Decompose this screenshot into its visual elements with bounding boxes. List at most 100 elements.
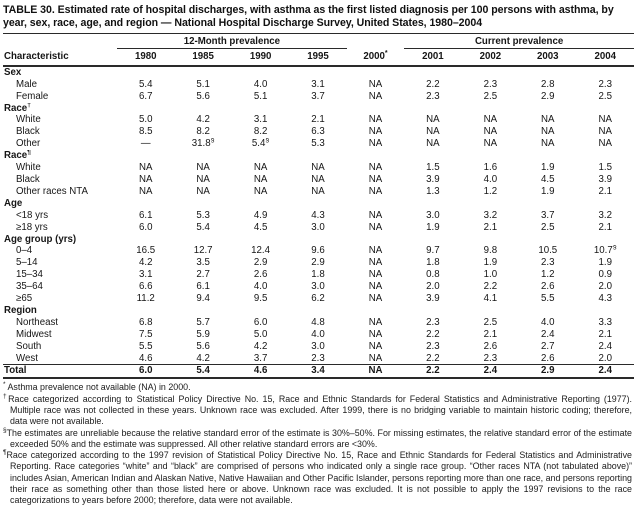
footnote-marker: §: [210, 138, 215, 145]
row-label: 15–34: [16, 269, 43, 281]
footnote-marker: *: [3, 381, 6, 389]
value-cell: 9.5: [253, 293, 268, 305]
discharge-rate-table: 12-Month prevalence Current prevalence C…: [3, 33, 634, 379]
value-cell: 3.0: [311, 281, 325, 293]
value-cell: 2.4: [598, 365, 612, 377]
value-cell: 1.9: [598, 257, 612, 269]
value-cell: NA: [368, 138, 383, 150]
value-cell: 4.0: [253, 78, 268, 90]
row-label: Age: [4, 197, 23, 209]
value-cell: NA: [311, 185, 325, 197]
spanner-12-month-prevalence: 12-Month prevalence: [117, 33, 347, 49]
value-cell: 3.1: [311, 78, 325, 90]
value-cell: NA: [253, 185, 268, 197]
row-label: ≥18 yrs: [16, 221, 48, 233]
year-header: 1990: [249, 50, 272, 62]
year-header: 1980: [134, 50, 157, 62]
value-cell: NA: [253, 173, 268, 185]
value-cell: 3.0: [311, 221, 325, 233]
value-cell: 4.5: [541, 173, 555, 185]
value-cell: 6.1: [138, 209, 153, 221]
value-cell: 2.3: [541, 257, 555, 269]
value-cell: 6.3: [311, 126, 325, 138]
value-cell: NA: [368, 340, 383, 352]
value-cell: 2.2: [426, 352, 440, 364]
value-cell: 5.4: [196, 221, 210, 233]
table-row: Midwest 7.5 5.9 5.0 4.0 NA 2.2 2.1 2.4 2.1: [3, 329, 634, 341]
row-label: Race¶: [4, 150, 32, 162]
value-cell: NA: [368, 281, 383, 293]
footnote: †Race categorized according to Statistic…: [3, 392, 632, 427]
value-cell: 2.4: [541, 328, 555, 340]
value-cell: NA: [138, 173, 153, 185]
value-cell: 4.2: [253, 340, 268, 352]
value-cell: 3.4: [311, 365, 325, 377]
table-row: Region: [3, 305, 634, 317]
value-cell: NA: [368, 316, 383, 328]
value-cell: NA: [253, 162, 268, 174]
value-cell: 5.7: [196, 316, 210, 328]
value-cell: 3.2: [483, 209, 498, 221]
value-cell: NA: [368, 245, 383, 257]
value-cell: 5.5: [138, 340, 153, 352]
value-cell: 2.3: [426, 340, 440, 352]
row-label: Black: [16, 126, 40, 138]
footnote-marker: *: [384, 49, 388, 57]
value-cell: 2.0: [426, 281, 440, 293]
value-cell: 2.9: [311, 257, 325, 269]
year-header: 2000*: [363, 49, 388, 62]
value-cell: 5.3: [311, 138, 325, 150]
value-cell: NA: [541, 114, 555, 126]
footnote-marker: †: [27, 102, 32, 109]
value-cell: 8.5: [138, 126, 153, 138]
table-row: Female 6.7 5.6 5.1 3.7 NA 2.3 2.5 2.9 2.5: [3, 91, 634, 103]
value-cell: 2.3: [483, 352, 498, 364]
value-cell: 2.7: [541, 340, 555, 352]
value-cell: 9.8: [483, 245, 498, 257]
row-label: Age group (yrs): [4, 233, 77, 245]
row-label: Sex: [4, 66, 22, 78]
value-cell: 5.9: [196, 328, 210, 340]
value-cell: 3.9: [426, 293, 440, 305]
value-cell: 16.5: [136, 245, 156, 257]
value-cell: 2.3: [598, 78, 612, 90]
row-label: South: [16, 340, 42, 352]
table-row: 35–64 6.6 6.1 4.0 3.0 NA 2.0 2.2 2.6 2.0: [3, 281, 634, 293]
value-cell: 2.1: [311, 114, 325, 126]
value-cell: 3.9: [426, 173, 440, 185]
value-cell: NA: [368, 328, 383, 340]
table-row: Black NA NA NA NA NA 3.9 4.0 4.5 3.9: [3, 174, 634, 186]
value-cell: 0.8: [426, 269, 440, 281]
value-cell: 2.5: [483, 316, 498, 328]
spanner-row: 12-Month prevalence Current prevalence: [3, 33, 634, 49]
value-cell: 1.6: [483, 162, 498, 174]
value-cell: 0.9: [598, 269, 612, 281]
value-cell: 4.3: [311, 209, 325, 221]
value-cell: NA: [368, 185, 383, 197]
value-cell: 4.6: [138, 352, 153, 364]
row-label: 0–4: [16, 245, 33, 257]
value-cell: 4.0: [253, 281, 268, 293]
value-cell: 4.2: [196, 352, 210, 364]
footnote-marker: ¶: [27, 150, 32, 156]
value-cell: 4.3: [598, 293, 612, 305]
value-cell: 11.2: [136, 293, 155, 305]
table-row: <18 yrs 6.1 5.3 4.9 4.3 NA 3.0 3.2 3.7 3.2: [3, 210, 634, 222]
value-cell: 5.0: [253, 328, 268, 340]
value-cell: NA: [541, 138, 555, 150]
value-cell: 6.0: [253, 316, 268, 328]
value-cell: 2.9: [541, 90, 555, 102]
value-cell: NA: [483, 126, 498, 138]
value-cell: 2.9: [253, 257, 268, 269]
value-cell: 2.1: [483, 328, 498, 340]
value-cell: 1.5: [598, 162, 612, 174]
table-row: Race†: [3, 103, 634, 115]
value-cell: 3.3: [598, 316, 612, 328]
value-cell: 1.2: [483, 185, 498, 197]
row-label: Other races NTA: [16, 185, 88, 197]
table-row: Black 8.5 8.2 8.2 6.3 NA NA NA NA NA: [3, 126, 634, 138]
value-cell: 1.2: [541, 269, 555, 281]
value-cell: 4.0: [541, 316, 555, 328]
value-cell: 2.2: [426, 365, 440, 377]
value-cell: 8.2: [253, 126, 268, 138]
